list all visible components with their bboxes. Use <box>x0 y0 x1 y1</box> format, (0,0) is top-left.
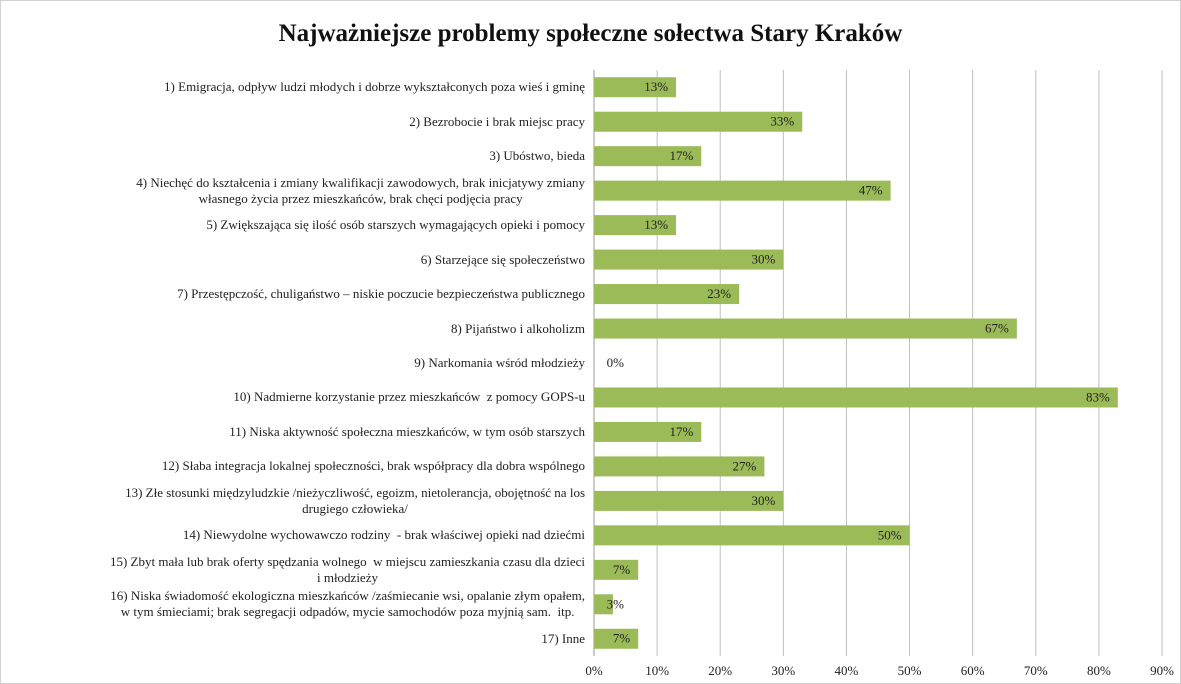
data-label: 17% <box>669 148 693 163</box>
bar <box>594 111 803 132</box>
category-label: 15) Zbyt mała lub brak oferty spędzania … <box>109 553 585 585</box>
data-label: 27% <box>733 458 757 473</box>
category-label: 7) Przestępczość, chuligaństwo – niskie … <box>177 286 585 302</box>
data-label: 83% <box>1086 389 1110 404</box>
data-label: 7% <box>613 562 631 577</box>
data-label: 33% <box>770 114 794 129</box>
x-tick-label: 20% <box>708 663 732 678</box>
data-label: 30% <box>751 252 775 267</box>
category-label: 2) Bezrobocie i brak miejsc pracy <box>409 113 585 129</box>
bar <box>594 594 613 615</box>
bar <box>594 456 765 477</box>
data-label: 50% <box>878 527 902 542</box>
bar <box>594 421 702 442</box>
x-tick-label: 60% <box>961 663 985 678</box>
x-tick-label: 90% <box>1150 663 1174 678</box>
bar <box>594 318 1017 339</box>
bar <box>594 628 639 649</box>
category-label: 16) Niska świadomość ekologiczna mieszka… <box>110 588 585 620</box>
bar <box>594 284 740 305</box>
category-label: 6) Starzejące się społeczeństwo <box>420 251 585 267</box>
data-label: 17% <box>669 424 693 439</box>
category-label: 1) Emigracja, odpływ ludzi młodych i dob… <box>164 79 585 95</box>
category-label: 4) Niechęć do kształcenia i zmiany kwali… <box>136 174 585 206</box>
category-label: 9) Narkomania wśród młodzieży <box>414 355 585 370</box>
category-label: 11) Niska aktywność społeczna mieszkańcó… <box>229 423 585 439</box>
bar <box>594 559 639 580</box>
x-tick-label: 40% <box>835 663 859 678</box>
category-label: 10) Nadmierne korzystanie przez mieszkań… <box>233 389 585 405</box>
category-label: 5) Zwiększająca się ilość osób starszych… <box>206 217 585 233</box>
category-label: 14) Niewydolne wychowawczo rodziny - bra… <box>182 527 585 543</box>
category-label: 12) Słaba integracja lokalnej społecznoś… <box>161 458 585 474</box>
data-label: 0% <box>607 355 625 370</box>
chart-title: Najważniejsze problemy społeczne sołectw… <box>278 20 903 47</box>
x-tick-label: 70% <box>1024 663 1048 678</box>
data-label: 23% <box>707 286 731 301</box>
bar <box>594 525 910 546</box>
x-tick-label: 10% <box>645 663 669 678</box>
bar <box>594 146 702 167</box>
data-label: 30% <box>751 493 775 508</box>
bar <box>594 249 784 270</box>
bar <box>594 215 677 236</box>
bar <box>594 490 784 511</box>
x-tick-label: 50% <box>898 663 922 678</box>
bar <box>594 77 677 98</box>
x-tick-label: 80% <box>1087 663 1111 678</box>
category-label: 8) Pijaństwo i alkoholizm <box>451 320 585 336</box>
data-label: 13% <box>644 217 668 232</box>
bar <box>594 387 1118 408</box>
x-tick-label: 0% <box>585 663 603 678</box>
category-label: 17) Inne <box>541 630 585 646</box>
data-label: 13% <box>644 79 668 94</box>
category-label: 13) Złe stosunki międzyludzkie /nieżyczl… <box>125 484 585 516</box>
data-label: 3% <box>607 596 625 611</box>
data-label: 47% <box>859 183 883 198</box>
category-label: 3) Ubóstwo, bieda <box>489 148 585 164</box>
x-tick-label: 30% <box>771 663 795 678</box>
data-label: 7% <box>613 631 631 646</box>
bar <box>594 180 891 201</box>
data-label: 67% <box>985 321 1009 336</box>
